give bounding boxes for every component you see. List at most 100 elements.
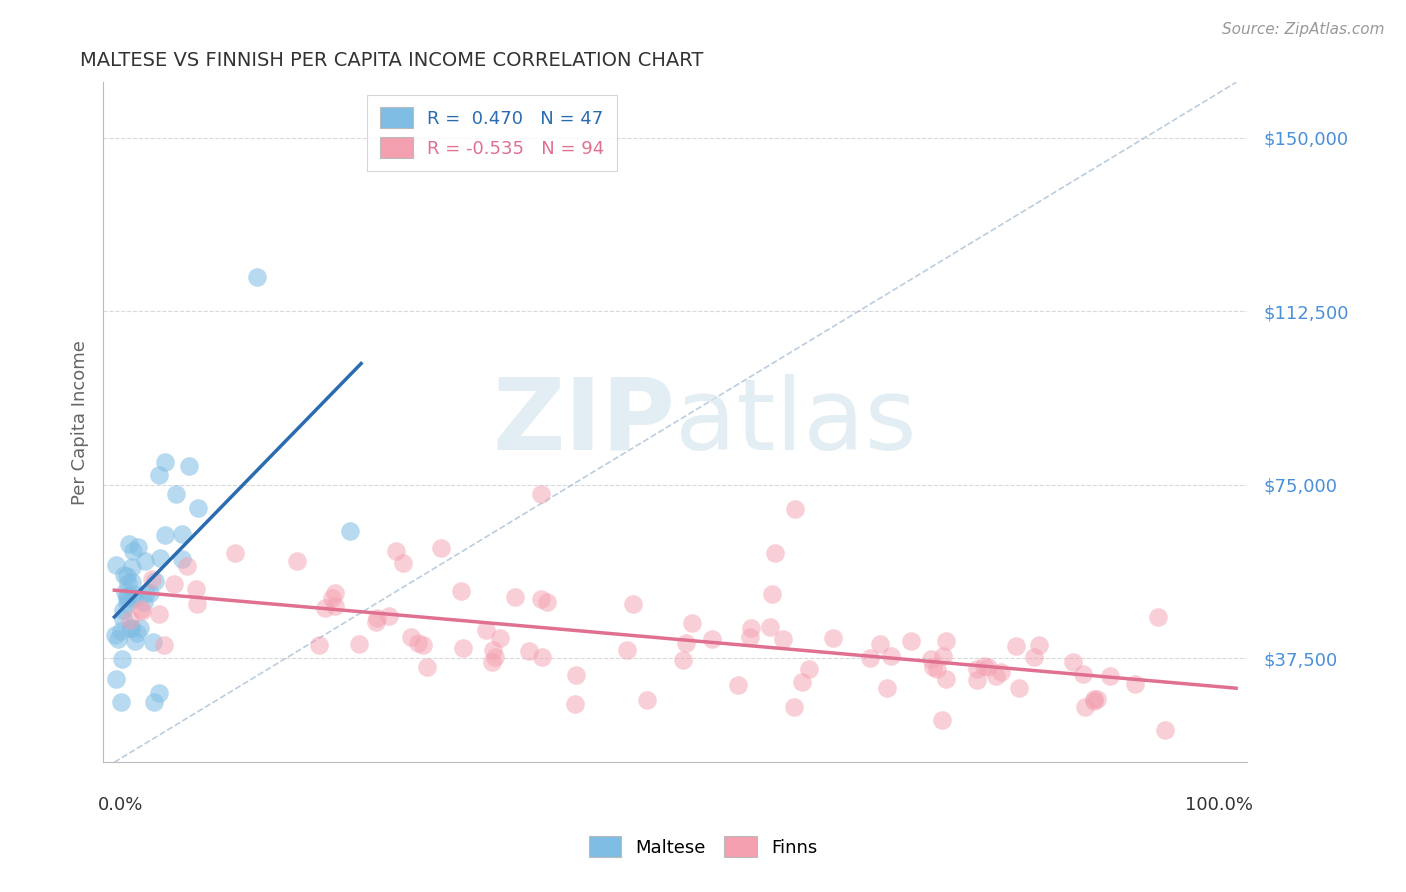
Point (966, 673, 988, 688)
Point (416, 659, 439, 673)
Point (170, 527, 193, 541)
Point (112, 612, 135, 626)
Point (859, 650, 882, 665)
Point (155, 528, 177, 542)
Point (107, 632, 129, 646)
Point (675, 636, 697, 650)
Point (131, 604, 153, 618)
Point (366, 611, 388, 625)
Point (186, 597, 208, 611)
Point (966, 662, 988, 676)
Point (117, 596, 139, 610)
Point (636, 692, 658, 706)
Point (121, 560, 143, 574)
Point (118, 537, 141, 551)
Point (430, 541, 453, 556)
Point (927, 662, 949, 676)
Point (869, 637, 891, 651)
Point (1099, 669, 1122, 683)
Point (224, 546, 246, 560)
Point (783, 501, 806, 516)
Point (127, 540, 149, 554)
Point (135, 586, 157, 600)
Point (285, 554, 308, 568)
Point (932, 648, 955, 663)
Point (1024, 650, 1046, 665)
Point (153, 454, 176, 468)
Point (880, 648, 903, 663)
Point (121, 586, 143, 600)
Point (114, 585, 136, 599)
Point (142, 695, 165, 709)
Point (184, 582, 207, 596)
Point (399, 630, 422, 644)
Point (1071, 666, 1094, 681)
Point (823, 631, 845, 645)
Point (922, 660, 945, 674)
Point (339, 524, 361, 538)
Point (385, 543, 408, 558)
Point (986, 669, 1008, 683)
Text: ZIP: ZIP (492, 374, 675, 471)
Point (738, 630, 761, 644)
Point (323, 599, 346, 614)
Point (1073, 699, 1095, 714)
Point (124, 634, 146, 648)
Point (163, 577, 186, 591)
Point (672, 653, 695, 667)
Point (503, 591, 526, 605)
Point (179, 458, 201, 473)
Point (616, 643, 638, 657)
Point (797, 662, 820, 676)
Point (1005, 639, 1028, 653)
Point (564, 697, 586, 711)
Point (920, 652, 942, 666)
Point (761, 587, 783, 601)
Point (450, 583, 472, 598)
Point (392, 556, 415, 570)
Point (122, 544, 145, 558)
Point (115, 569, 138, 583)
Point (112, 567, 135, 582)
Point (759, 620, 782, 634)
Point (105, 672, 128, 686)
Point (489, 632, 512, 646)
Point (165, 487, 187, 501)
Point (1153, 723, 1175, 737)
Point (246, 269, 269, 284)
Point (1028, 638, 1050, 652)
Point (176, 559, 198, 574)
Point (105, 558, 128, 573)
Point (118, 613, 141, 627)
Point (973, 658, 995, 673)
Point (121, 575, 143, 590)
Point (120, 622, 142, 636)
Point (104, 628, 127, 642)
Point (900, 633, 922, 648)
Point (412, 638, 434, 652)
Point (122, 591, 145, 605)
Point (117, 575, 139, 590)
Point (152, 639, 174, 653)
Point (148, 607, 170, 621)
Point (740, 621, 762, 635)
Point (977, 659, 1000, 673)
Point (325, 586, 347, 600)
Point (564, 667, 586, 681)
Legend: Maltese, Finns: Maltese, Finns (576, 823, 830, 870)
Point (129, 602, 152, 616)
Point (621, 597, 644, 611)
Point (347, 637, 370, 651)
Point (484, 650, 506, 665)
Point (314, 601, 336, 615)
Text: 100.0%: 100.0% (1185, 797, 1253, 814)
Y-axis label: Per Capita Income: Per Capita Income (72, 340, 89, 505)
Point (935, 672, 957, 686)
Point (120, 621, 142, 635)
Text: Source: ZipAtlas.com: Source: ZipAtlas.com (1222, 22, 1385, 37)
Point (112, 603, 135, 617)
Point (482, 643, 505, 657)
Point (134, 554, 156, 568)
Point (681, 615, 703, 630)
Point (115, 589, 138, 603)
